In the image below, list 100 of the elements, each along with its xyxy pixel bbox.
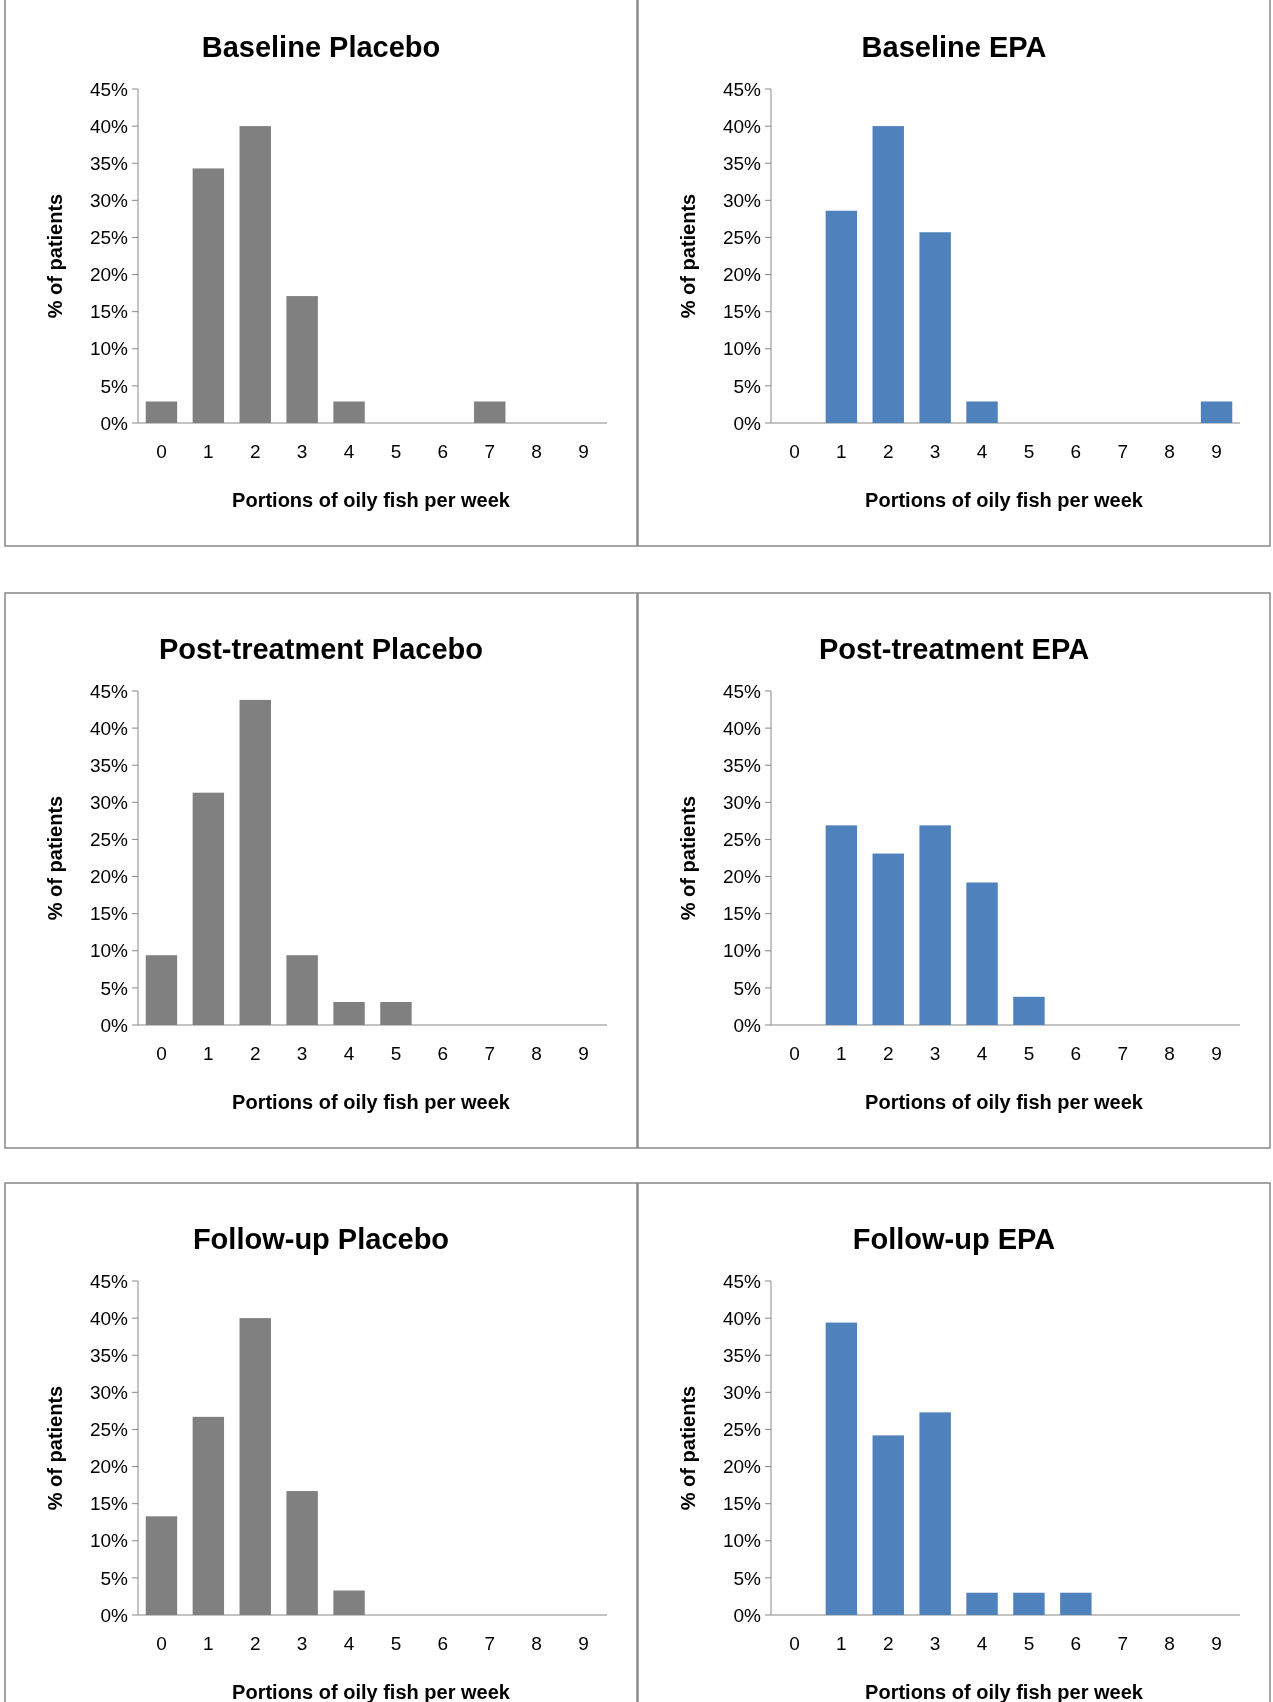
x-tick-label: 0 <box>789 1043 800 1064</box>
y-tick-label: 5% <box>100 375 129 397</box>
bar <box>1013 996 1045 1025</box>
x-tick-label: 6 <box>1070 441 1082 462</box>
x-tick-label: 8 <box>1164 441 1175 462</box>
x-tick-label: 6 <box>1070 1633 1082 1654</box>
bar <box>825 1322 858 1615</box>
x-tick-label: 2 <box>882 1043 894 1064</box>
x-tick-label: 1 <box>203 441 214 462</box>
x-tick-label: 9 <box>1211 1043 1222 1064</box>
y-tick-label: 25% <box>722 227 762 249</box>
bar <box>872 1435 904 1615</box>
y-tick-label: 15% <box>722 301 762 323</box>
y-tick-label: 35% <box>722 152 762 174</box>
x-tick-label: 2 <box>249 441 261 462</box>
x-tick-label: 4 <box>976 1633 988 1654</box>
y-tick-label: 30% <box>89 791 129 813</box>
chart-title: Post-treatment Placebo <box>159 633 483 665</box>
y-tick-label: 5% <box>733 977 762 999</box>
x-tick-label: 4 <box>976 441 988 462</box>
y-tick-label: 25% <box>89 1419 129 1441</box>
y-tick-label: 10% <box>89 940 129 962</box>
bar <box>1200 401 1233 423</box>
y-tick-label: 15% <box>722 903 762 925</box>
y-tick-label: 45% <box>89 78 129 100</box>
y-tick-label: 35% <box>89 1344 129 1366</box>
bar <box>919 1412 951 1615</box>
y-tick-label: 5% <box>100 1567 129 1589</box>
y-tick-label: 25% <box>89 829 129 851</box>
y-tick-label: 20% <box>722 866 762 888</box>
y-tick-label: 0% <box>733 1014 762 1036</box>
y-tick-label: 40% <box>722 115 762 137</box>
y-tick-label: 0% <box>100 1604 129 1626</box>
bar <box>919 232 951 423</box>
x-tick-label: 3 <box>296 1043 308 1064</box>
x-tick-label: 0 <box>156 1043 167 1064</box>
bar <box>872 126 904 423</box>
x-tick-label: 0 <box>789 1633 800 1654</box>
x-tick-label: 1 <box>203 1633 214 1654</box>
x-tick-label: 3 <box>296 441 308 462</box>
x-tick-label: 8 <box>531 441 542 462</box>
y-tick-label: 5% <box>733 1567 762 1589</box>
x-tick-label: 0 <box>789 441 800 462</box>
x-tick-label: 9 <box>578 1043 589 1064</box>
x-tick-label: 6 <box>437 1043 449 1064</box>
x-tick-label: 5 <box>390 1043 402 1064</box>
x-tick-label: 5 <box>1023 441 1035 462</box>
y-tick-label: 0% <box>100 1014 129 1036</box>
x-axis-title: Portions of oily fish per week <box>232 1091 511 1113</box>
y-axis-title: % of patients <box>677 193 699 319</box>
x-axis-title: Portions of oily fish per week <box>232 489 511 511</box>
y-tick-label: 35% <box>722 754 762 776</box>
y-tick-label: 20% <box>89 1456 129 1478</box>
x-tick-label: 5 <box>1023 1043 1035 1064</box>
x-tick-label: 2 <box>249 1043 261 1064</box>
x-tick-label: 7 <box>1117 441 1129 462</box>
y-tick-label: 10% <box>722 1530 762 1552</box>
y-tick-label: 25% <box>89 227 129 249</box>
x-tick-label: 5 <box>390 441 402 462</box>
y-tick-label: 10% <box>722 338 762 360</box>
x-tick-label: 4 <box>343 1633 355 1654</box>
y-tick-label: 45% <box>722 78 762 100</box>
y-tick-label: 10% <box>89 338 129 360</box>
x-tick-label: 4 <box>343 441 355 462</box>
y-tick-label: 30% <box>89 1381 129 1403</box>
y-tick-label: 30% <box>722 1381 762 1403</box>
bar <box>966 401 998 423</box>
y-tick-label: 40% <box>89 1307 129 1329</box>
y-tick-label: 45% <box>89 680 129 702</box>
y-tick-label: 30% <box>722 791 762 813</box>
y-tick-label: 15% <box>89 301 129 323</box>
x-tick-label: 7 <box>484 1043 496 1064</box>
chart-title: Baseline Placebo <box>201 31 441 63</box>
y-axis-title: % of patients <box>44 1385 66 1511</box>
y-tick-label: 30% <box>722 189 762 211</box>
y-tick-label: 40% <box>722 1307 762 1329</box>
y-tick-label: 0% <box>733 412 762 434</box>
chart-title: Baseline EPA <box>861 31 1047 63</box>
x-tick-label: 6 <box>437 1633 449 1654</box>
y-tick-label: 45% <box>722 1270 762 1292</box>
y-tick-label: 0% <box>733 1604 762 1626</box>
y-axis-title: % of patients <box>44 193 66 319</box>
x-axis-title: Portions of oily fish per week <box>865 489 1144 511</box>
bar <box>966 1592 998 1615</box>
y-tick-label: 5% <box>733 375 762 397</box>
x-tick-label: 4 <box>976 1043 988 1064</box>
bar <box>1060 1592 1092 1615</box>
bar <box>919 825 951 1025</box>
bar <box>825 210 858 423</box>
x-tick-label: 2 <box>249 1633 261 1654</box>
y-axis-title: % of patients <box>677 1385 699 1511</box>
chart-title: Follow-up Placebo <box>192 1223 450 1255</box>
y-tick-label: 40% <box>89 115 129 137</box>
x-tick-label: 5 <box>390 1633 402 1654</box>
y-tick-label: 45% <box>89 1270 129 1292</box>
x-tick-label: 1 <box>836 1043 847 1064</box>
y-tick-label: 40% <box>89 717 129 739</box>
y-tick-label: 35% <box>89 152 129 174</box>
y-tick-label: 0% <box>100 412 129 434</box>
x-tick-label: 7 <box>484 1633 496 1654</box>
